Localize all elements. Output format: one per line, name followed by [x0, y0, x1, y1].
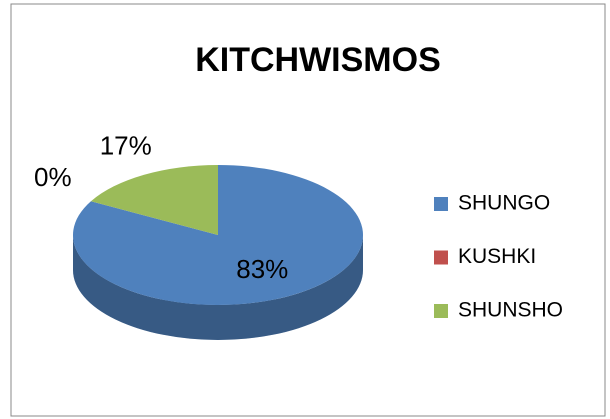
pie-side-shade — [73, 235, 363, 340]
data-label: 17% — [100, 131, 152, 161]
pie-slice — [90, 165, 218, 235]
legend-label: SHUNGO — [458, 192, 550, 215]
legend-label: KUSHKI — [458, 245, 536, 268]
legend-swatch — [434, 250, 448, 265]
pie-side — [73, 235, 363, 340]
legend-swatch — [434, 304, 448, 318]
legend-label: SHUNSHO — [458, 299, 563, 322]
legend-swatch — [434, 197, 448, 211]
data-label: 0% — [34, 162, 72, 192]
data-label: 83% — [236, 254, 288, 284]
chart-title: KITCHWISMOS — [195, 41, 441, 79]
pie-slice — [72, 165, 363, 305]
